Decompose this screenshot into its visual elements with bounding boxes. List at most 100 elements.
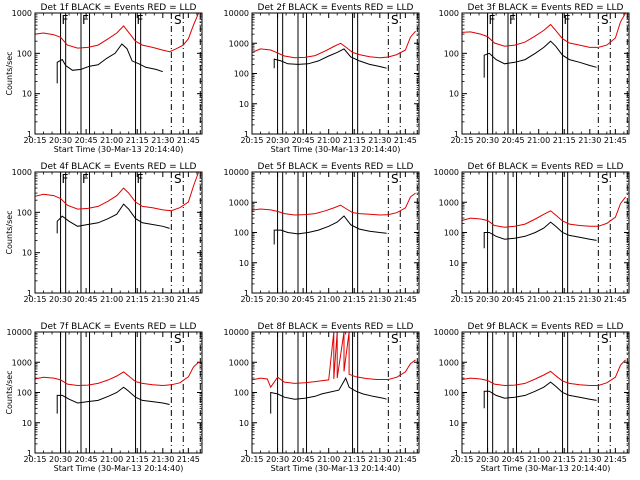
x-tick-label: 21:15 (126, 136, 149, 145)
x-tick-label: 20:30 (476, 295, 499, 304)
series-line-events (483, 381, 597, 409)
plot-frame (251, 171, 420, 294)
marker-label: S (174, 172, 182, 186)
x-tick-label: 21:30 (151, 295, 174, 304)
x-axis-label: Start Time (30-Mar-13 20:14:40) (54, 464, 184, 473)
y-tick-label: 100 (444, 389, 459, 398)
y-tick-label: 100 (17, 208, 32, 217)
y-tick-label: 10 (449, 90, 459, 99)
x-tick-label: 21:30 (368, 455, 391, 464)
series-line-events (270, 376, 387, 414)
x-tick-label: 21:00 (527, 136, 550, 145)
y-tick-label: 10000 (434, 328, 459, 337)
y-tick-label: 1000 (229, 198, 249, 207)
marker-label: S (391, 332, 399, 346)
marker-label: S (174, 13, 182, 27)
series-line-events (273, 215, 387, 245)
chart-title: Det 3f BLACK = Events RED = LLD (468, 3, 624, 13)
x-tick-label: 20:30 (49, 136, 72, 145)
y-tick-label: 10000 (434, 168, 459, 177)
series-line-events (56, 43, 163, 84)
x-tick-label: 21:15 (343, 295, 366, 304)
plot-frame (34, 171, 203, 294)
x-tick-label: 21:30 (578, 295, 601, 304)
series-line-lld (251, 192, 416, 216)
marker-label: F (62, 172, 69, 186)
y-tick-label: 1000 (439, 9, 459, 18)
y-tick-label: 1 (454, 289, 459, 298)
marker-label: S (601, 13, 609, 27)
y-axis-label: Counts/sec (5, 51, 14, 95)
x-tick-label: 20:45 (502, 455, 525, 464)
x-tick-label: 21:45 (604, 295, 627, 304)
x-tick-label: 20:15 (240, 455, 263, 464)
x-axis-label: Start Time (30-Mar-13 20:14:40) (271, 145, 401, 154)
y-axis-label: Counts/sec (5, 370, 14, 414)
x-axis-label: Start Time (30-Mar-13 20:14:40) (54, 145, 184, 154)
chart-title: Det 2f BLACK = Events RED = LLD (258, 3, 414, 13)
x-tick-label: 20:45 (292, 455, 315, 464)
y-tick-label: 10 (239, 419, 249, 428)
x-tick-label: 21:15 (553, 295, 576, 304)
x-tick-label: 21:00 (100, 295, 123, 304)
y-tick-label: 1000 (439, 198, 459, 207)
series-line-events (56, 203, 170, 234)
chart-title: Det 8f BLACK = Events RED = LLD (258, 322, 414, 332)
x-tick-label: 21:00 (317, 136, 340, 145)
chart-panel-7: Det 7f BLACK = Events RED = LLD Counts/se… (5, 322, 203, 473)
marker-label: F (137, 172, 144, 186)
y-tick-label: 1 (27, 130, 32, 139)
marker-label: F (564, 13, 571, 27)
y-tick-label: 1000 (229, 39, 249, 48)
marker-label: S (601, 332, 609, 346)
chart-title: Det 1f BLACK = Events RED = LLD (41, 3, 197, 13)
chart-panel-9: Det 9f BLACK = Events RED = LLD Start Tim… (434, 322, 630, 473)
chart-title: Det 5f BLACK = Events RED = LLD (258, 162, 414, 172)
y-tick-label: 10000 (7, 328, 32, 337)
x-tick-label: 20:15 (240, 136, 263, 145)
y-tick-label: 10 (239, 100, 249, 109)
chart-panel-1: Det 1f BLACK = Events RED = LLD Counts/se… (5, 3, 203, 154)
marker-label: F (62, 13, 69, 27)
y-tick-label: 100 (234, 70, 249, 79)
chart-panel-2: Det 2f BLACK = Events RED = LLD Start Tim… (224, 3, 420, 154)
x-tick-label: 21:15 (126, 455, 149, 464)
series-line-lld (34, 171, 200, 212)
x-tick-label: 21:45 (604, 455, 627, 464)
plot-frame (461, 171, 630, 294)
chart-panel-6: Det 6f BLACK = Events RED = LLD 1 10 100 100… (434, 162, 630, 304)
y-tick-label: 10 (22, 419, 32, 428)
x-tick-label: 21:00 (100, 136, 123, 145)
x-tick-label: 21:30 (368, 136, 391, 145)
chart-panel-8: Det 8f BLACK = Events RED = LLD Start Tim… (224, 322, 420, 473)
chart-title: Det 9f BLACK = Events RED = LLD (468, 322, 624, 332)
marker-label: F (82, 13, 89, 27)
x-tick-label: 20:45 (75, 455, 98, 464)
x-tick-label: 21:00 (100, 455, 123, 464)
marker-label: F (489, 13, 496, 27)
x-tick-label: 20:30 (49, 455, 72, 464)
y-tick-label: 10000 (224, 168, 249, 177)
x-tick-label: 21:30 (578, 136, 601, 145)
y-axis-label: Counts/sec (5, 210, 14, 254)
plot-frame (34, 12, 203, 135)
x-tick-label: 20:15 (23, 455, 46, 464)
series-line-lld (461, 359, 626, 387)
x-tick-label: 21:45 (177, 455, 200, 464)
x-tick-label: 21:00 (317, 455, 340, 464)
chart-title: Det 4f BLACK = Events RED = LLD (41, 162, 197, 172)
plot-frame (34, 331, 203, 454)
series-line-lld (251, 30, 416, 59)
x-tick-label: 21:30 (151, 136, 174, 145)
x-tick-label: 21:15 (126, 295, 149, 304)
y-tick-label: 1 (454, 130, 459, 139)
plot-frame (251, 12, 420, 135)
x-tick-label: 21:30 (151, 455, 174, 464)
y-tick-label: 100 (444, 229, 459, 238)
y-tick-label: 10 (22, 90, 32, 99)
x-tick-label: 20:45 (502, 295, 525, 304)
x-tick-label: 20:30 (476, 455, 499, 464)
x-tick-label: 21:15 (343, 455, 366, 464)
x-tick-label: 21:30 (368, 295, 391, 304)
x-tick-label: 20:30 (476, 136, 499, 145)
